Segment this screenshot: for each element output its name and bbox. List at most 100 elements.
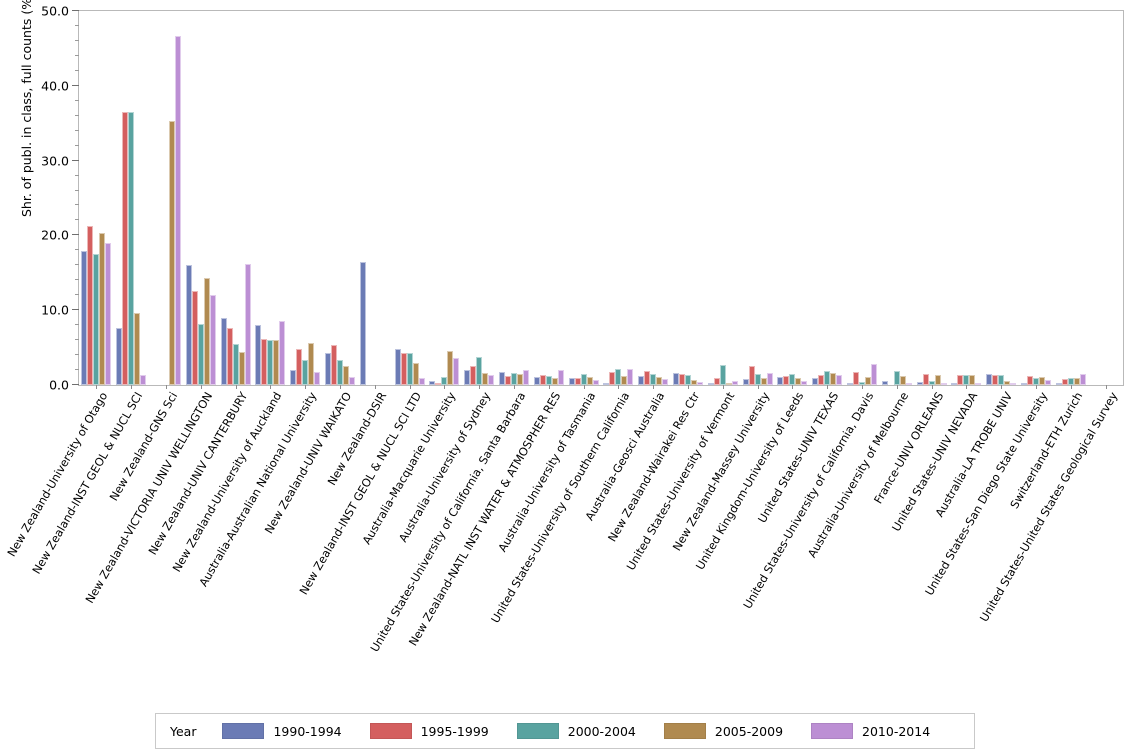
y-axis-minor-tick [75, 24, 79, 26]
bar [836, 375, 843, 385]
bar-group [116, 11, 147, 385]
x-axis-tick [862, 385, 863, 389]
legend-entry[interactable]: 1995-1999 [369, 723, 489, 739]
legend-color-swatch [811, 723, 854, 739]
bar [963, 374, 970, 385]
x-axis-tick [896, 385, 898, 389]
bar [406, 352, 413, 385]
legend-label: 2005-2009 [714, 723, 784, 739]
y-axis-major-tick [72, 234, 79, 236]
bar [394, 349, 401, 385]
bar [435, 382, 442, 385]
bar [592, 379, 599, 385]
bar [783, 376, 790, 385]
bar [418, 377, 425, 385]
bar [1010, 383, 1017, 385]
bar [789, 373, 796, 385]
bar [551, 377, 558, 385]
x-axis-tick [131, 385, 133, 389]
y-axis-tick-label: 10.0 [41, 302, 69, 318]
legend-entry[interactable]: 2010-2014 [811, 723, 930, 739]
bar-group [638, 11, 669, 385]
bar [191, 290, 198, 385]
x-axis-tick [305, 385, 307, 389]
bar-group [707, 11, 738, 385]
bar [93, 254, 100, 385]
bar [824, 370, 831, 385]
bar [777, 376, 784, 385]
bar [707, 382, 714, 385]
y-axis-minor-tick [75, 249, 79, 251]
bar [122, 111, 129, 385]
legend-color-swatch [516, 723, 559, 739]
bar-group [255, 11, 286, 385]
bar [644, 370, 651, 385]
x-axis-tick [548, 385, 550, 389]
bar-group [394, 11, 425, 385]
x-axis-tick [340, 385, 341, 389]
x-axis-tick [1070, 385, 1072, 389]
bar [1055, 383, 1062, 385]
bar [580, 373, 587, 385]
bar [1045, 379, 1051, 385]
bar-group [568, 11, 599, 385]
bar [197, 323, 204, 385]
bar [1039, 376, 1045, 385]
bar [134, 313, 141, 385]
bar [290, 370, 297, 385]
bar [638, 376, 645, 385]
bar [511, 373, 517, 385]
x-axis-tick [96, 385, 98, 389]
bar-group [359, 11, 390, 385]
bar [731, 380, 738, 385]
bar [609, 372, 616, 385]
y-axis-tick-label: 50.0 [41, 3, 69, 19]
x-axis-tick [444, 385, 446, 389]
x-axis-tick [374, 385, 376, 389]
y-axis-tick-label: 30.0 [41, 153, 69, 169]
bar [754, 373, 761, 385]
bar-group [986, 11, 1017, 385]
x-axis-tick [409, 385, 411, 389]
bar [279, 320, 286, 385]
bar [453, 358, 460, 385]
y-axis-minor-tick [75, 69, 79, 71]
bar [128, 111, 135, 385]
bar [881, 381, 888, 385]
bar [116, 328, 123, 385]
bar [429, 380, 436, 385]
y-axis-major-tick [72, 384, 79, 385]
legend-entry[interactable]: 1990-1994 [222, 723, 342, 739]
x-axis-tick [200, 385, 202, 389]
bar [337, 360, 343, 385]
bar [400, 352, 407, 385]
bar [1033, 377, 1039, 385]
bar [470, 365, 477, 385]
bar [238, 352, 245, 385]
legend-entries: 1990-1994 1995-1999 2000-2004 2005-2009 2010… [222, 723, 958, 739]
bar [232, 343, 239, 385]
bar [105, 242, 112, 385]
bar [760, 378, 767, 385]
y-axis-major-tick [72, 84, 79, 86]
legend-entry[interactable]: 2005-2009 [663, 723, 784, 739]
bar-group [533, 11, 564, 385]
bar [725, 383, 732, 385]
bar [969, 374, 976, 385]
bar [99, 233, 106, 385]
bar-group [881, 11, 912, 385]
bar [992, 375, 999, 385]
bar [557, 370, 564, 385]
bar [656, 376, 663, 385]
y-axis-major-tick [72, 309, 79, 311]
y-axis-minor-tick [75, 39, 79, 41]
bar [801, 381, 808, 385]
bar [447, 350, 454, 385]
legend-entry[interactable]: 2000-2004 [516, 723, 636, 739]
y-axis-minor-tick [75, 144, 79, 146]
y-axis-minor-tick [75, 189, 79, 191]
bar-group [429, 11, 460, 385]
bar [951, 383, 958, 385]
x-axis-tick-label-text: United States-University of California, … [741, 390, 877, 612]
x-axis-tick [792, 385, 794, 389]
